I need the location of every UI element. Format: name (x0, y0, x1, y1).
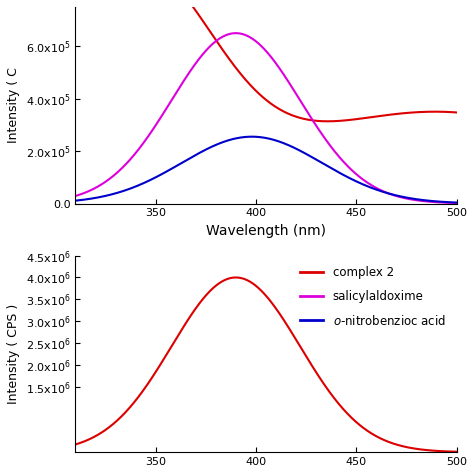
X-axis label: Wavelength (nm): Wavelength (nm) (206, 224, 326, 238)
Legend: complex 2, salicylaldoxime, $o$-nitrobenzioc acid: complex 2, salicylaldoxime, $o$-nitroben… (295, 262, 451, 332)
Y-axis label: Intensity ( C: Intensity ( C (7, 67, 20, 143)
Y-axis label: Intensity ( CPS ): Intensity ( CPS ) (7, 304, 20, 404)
